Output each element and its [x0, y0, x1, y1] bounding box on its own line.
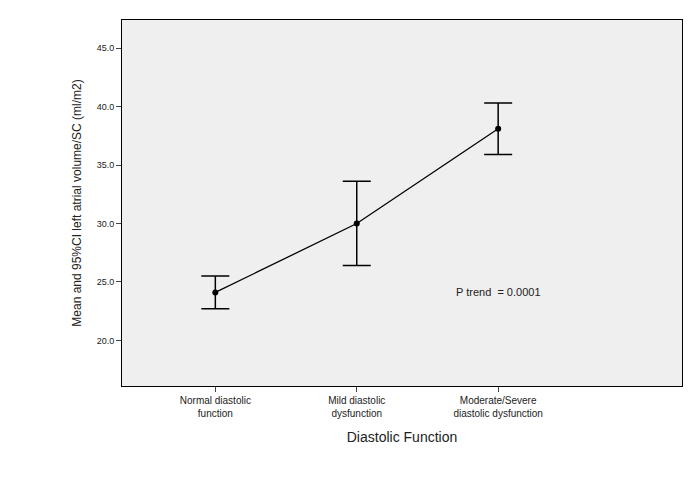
svg-text:25.0: 25.0 [97, 277, 115, 287]
svg-text:20.0: 20.0 [97, 336, 115, 346]
svg-text:P trend = 0.0001: P trend = 0.0001 [456, 286, 541, 298]
svg-text:Moderate/Severediastolic dysfu: Moderate/Severediastolic dysfunction [453, 395, 543, 419]
svg-text:40.0: 40.0 [97, 102, 115, 112]
svg-text:Mean and 95%CI left atrial vol: Mean and 95%CI left atrial volume/SC (ml… [70, 79, 84, 326]
svg-text:Diastolic Function: Diastolic Function [347, 429, 458, 445]
svg-text:45.0: 45.0 [97, 43, 115, 53]
svg-text:Normal diastolicfunction: Normal diastolicfunction [180, 395, 251, 419]
svg-text:35.0: 35.0 [97, 160, 115, 170]
svg-text:Mild diastolicdysfunction: Mild diastolicdysfunction [328, 395, 385, 419]
svg-text:30.0: 30.0 [97, 219, 115, 229]
